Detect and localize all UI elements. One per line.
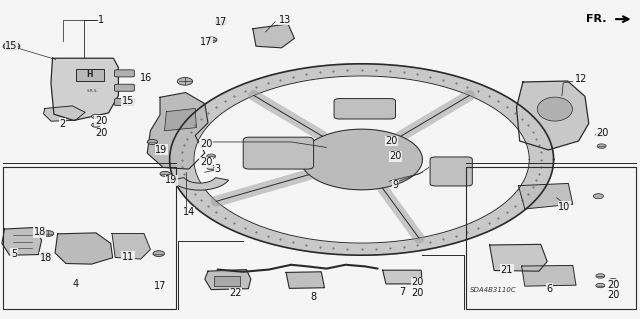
Polygon shape [383,270,422,284]
FancyBboxPatch shape [243,137,314,169]
Circle shape [3,42,20,50]
Circle shape [609,278,618,283]
Polygon shape [170,64,554,255]
Text: 20: 20 [607,290,620,300]
Circle shape [215,19,227,25]
Text: 20: 20 [389,151,402,161]
Text: 21: 21 [500,264,513,275]
FancyBboxPatch shape [115,84,134,91]
Circle shape [596,132,605,137]
Polygon shape [112,234,150,259]
Polygon shape [44,106,85,121]
Bar [3,167,176,309]
Polygon shape [518,183,573,209]
Circle shape [593,194,604,199]
Circle shape [596,274,605,278]
Circle shape [153,251,164,256]
Circle shape [92,114,100,119]
Text: 11: 11 [122,252,134,262]
Circle shape [160,171,170,176]
Text: 6: 6 [546,284,552,294]
Circle shape [597,144,606,148]
Text: H: H [86,70,93,79]
Polygon shape [286,272,324,288]
Circle shape [205,37,217,43]
Text: 8: 8 [310,292,317,302]
Circle shape [177,78,193,85]
Text: 20: 20 [95,128,108,138]
Text: 15: 15 [5,41,18,51]
Text: 10: 10 [558,202,571,212]
Text: 17: 17 [154,280,166,291]
Bar [214,276,240,286]
Ellipse shape [538,97,573,121]
Text: 7: 7 [399,287,405,297]
Bar [466,167,636,309]
Polygon shape [51,58,118,121]
Circle shape [40,252,52,258]
Text: SDA4B3110C: SDA4B3110C [470,287,517,293]
Text: 4: 4 [72,279,79,289]
Circle shape [42,231,54,236]
Text: 2: 2 [60,119,66,129]
Circle shape [207,165,216,170]
Text: 18: 18 [40,253,52,263]
Text: 5: 5 [11,249,17,259]
Polygon shape [205,270,251,290]
Text: 19: 19 [165,175,178,185]
Text: 19: 19 [155,145,168,155]
Text: 1: 1 [98,15,104,25]
Text: 15: 15 [122,96,134,107]
Text: 18: 18 [33,227,46,237]
Text: 20: 20 [596,128,609,138]
Text: 20: 20 [607,279,620,290]
Text: 13: 13 [278,15,291,25]
Polygon shape [55,233,113,264]
Polygon shape [194,76,529,243]
Polygon shape [147,93,208,169]
Bar [76,69,104,81]
Text: FR.: FR. [586,14,607,24]
Circle shape [92,123,100,127]
Text: 20: 20 [200,157,212,167]
FancyBboxPatch shape [115,70,134,77]
Circle shape [596,283,605,288]
Text: 20: 20 [385,136,398,146]
Text: 16: 16 [140,73,152,83]
Text: 3: 3 [214,164,221,174]
Text: 17: 17 [214,17,227,27]
Text: 17: 17 [200,37,212,47]
Text: 22: 22 [229,288,242,299]
Polygon shape [490,244,547,271]
Text: 12: 12 [575,74,588,84]
Polygon shape [516,81,589,150]
Text: S.R.S.: S.R.S. [87,89,99,93]
Wedge shape [171,178,228,190]
FancyBboxPatch shape [430,157,472,186]
Polygon shape [522,265,576,286]
Text: 20: 20 [411,277,424,287]
FancyBboxPatch shape [115,99,134,106]
Polygon shape [301,129,422,190]
Text: 9: 9 [392,180,399,190]
Circle shape [207,154,216,159]
FancyBboxPatch shape [334,99,396,119]
Text: 20: 20 [95,115,108,126]
Text: 20: 20 [411,288,424,299]
Polygon shape [164,108,196,131]
Text: 20: 20 [200,139,212,149]
Text: 14: 14 [182,207,195,217]
Polygon shape [253,24,294,48]
Circle shape [147,139,157,145]
Polygon shape [2,227,42,255]
